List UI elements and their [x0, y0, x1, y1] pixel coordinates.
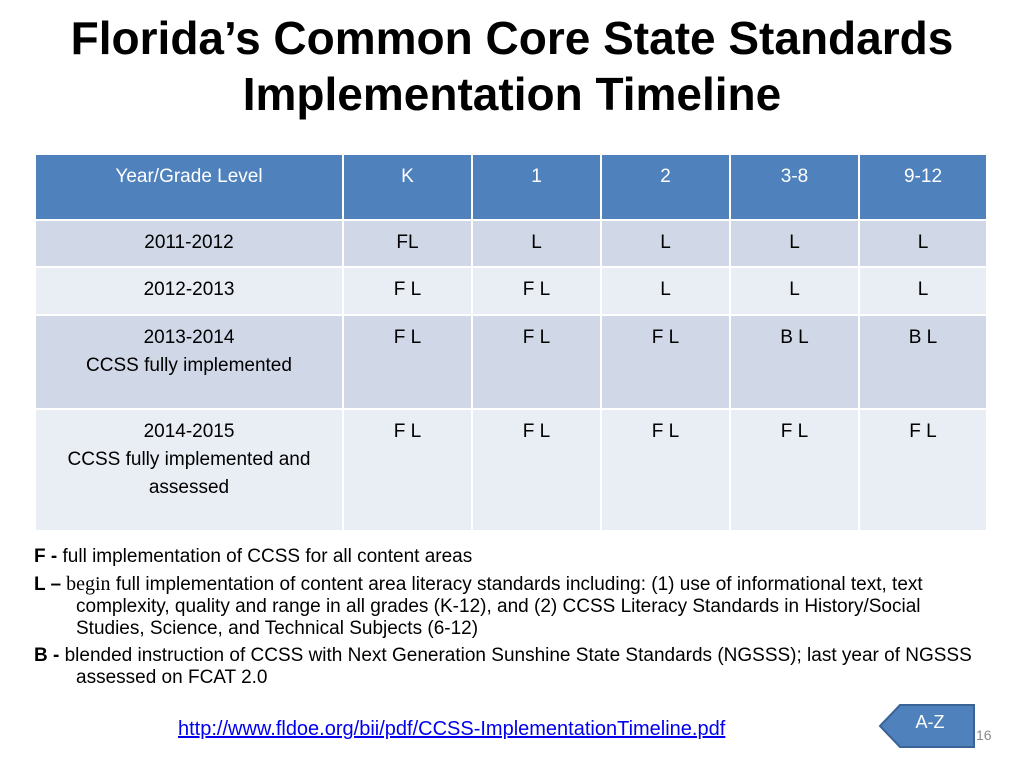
pentagon-arrow-icon	[878, 704, 975, 748]
title-line-1: Florida’s Common Core State Standards	[70, 12, 954, 64]
table-cell: F L	[729, 408, 860, 532]
table-cell: L	[729, 266, 860, 316]
table-cell: L	[600, 219, 731, 268]
year-cell: 2014-2015 CCSS fully implemented and ass…	[34, 408, 344, 532]
year-note: CCSS fully implemented and assessed	[67, 449, 311, 498]
header-3-8: 3-8	[729, 153, 860, 221]
table-cell: F L	[342, 314, 473, 410]
header-k: K	[342, 153, 473, 221]
timeline-table: Year/Grade Level K 1 2 3-8 9-12 2011-201…	[34, 153, 988, 532]
table-cell: F L	[342, 266, 473, 316]
table-row: 2011-2012 FL L L L L	[34, 219, 988, 268]
header-9-12: 9-12	[858, 153, 988, 221]
table-cell: L	[471, 219, 602, 268]
legend: F - full implementation of CCSS for all …	[34, 546, 984, 694]
table-cell: F L	[471, 314, 602, 410]
table-cell: L	[858, 219, 988, 268]
a-z-label: A-Z	[915, 712, 945, 732]
title-line-2: Implementation Timeline	[242, 68, 782, 120]
year-label: 2012-2013	[143, 279, 235, 300]
table-row: 2013-2014 CCSS fully implemented F L F L…	[34, 314, 988, 410]
slide-title: Florida’s Common Core State Standards Im…	[0, 10, 1024, 122]
table-cell: L	[858, 266, 988, 316]
table-cell: F L	[858, 408, 988, 532]
legend-f-key: F -	[34, 546, 58, 567]
year-cell: 2013-2014 CCSS fully implemented	[34, 314, 344, 410]
header-year-grade: Year/Grade Level	[34, 153, 344, 221]
a-z-button[interactable]: A-Z	[878, 703, 976, 749]
table-cell: F L	[471, 266, 602, 316]
legend-b-text: blended instruction of CCSS with Next Ge…	[59, 645, 972, 688]
table-cell: L	[729, 219, 860, 268]
legend-l-key: L –	[34, 574, 62, 595]
legend-f-text: full implementation of CCSS for all cont…	[57, 546, 473, 567]
table-header-row: Year/Grade Level K 1 2 3-8 9-12	[34, 153, 988, 221]
legend-l: L – begin full implementation of content…	[34, 573, 984, 640]
year-label: 2011-2012	[144, 232, 234, 253]
table-cell: L	[600, 266, 731, 316]
year-label: 2014-2015	[143, 421, 235, 442]
table-row: 2012-2013 F L F L L L L	[34, 266, 988, 316]
header-1: 1	[471, 153, 602, 221]
table-cell: B L	[858, 314, 988, 410]
year-cell: 2011-2012	[34, 219, 344, 268]
legend-b-key: B -	[34, 645, 60, 666]
page-number: 16	[976, 727, 992, 743]
legend-l-word: begin	[61, 573, 111, 595]
table-cell: F L	[600, 314, 731, 410]
source-link[interactable]: http://www.fldoe.org/bii/pdf/CCSS-Implem…	[178, 718, 726, 740]
table-cell: F L	[342, 408, 473, 532]
legend-f: F - full implementation of CCSS for all …	[34, 546, 984, 568]
year-cell: 2012-2013	[34, 266, 344, 316]
table-row: 2014-2015 CCSS fully implemented and ass…	[34, 408, 988, 532]
table-cell: FL	[342, 219, 473, 268]
table-cell: F L	[600, 408, 731, 532]
table-cell: B L	[729, 314, 860, 410]
table-cell: F L	[471, 408, 602, 532]
legend-l-text: full implementation of content area lite…	[76, 574, 923, 639]
header-2: 2	[600, 153, 731, 221]
year-note: CCSS fully implemented	[86, 355, 292, 376]
year-label: 2013-2014	[143, 327, 235, 348]
legend-b: B - blended instruction of CCSS with Nex…	[34, 645, 984, 689]
